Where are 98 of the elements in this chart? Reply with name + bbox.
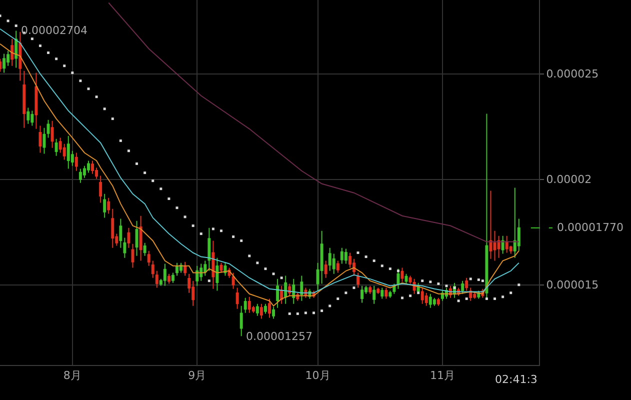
candlestick (404, 273, 408, 284)
candlestick (66, 135, 70, 170)
candlestick (143, 242, 146, 256)
candlestick (244, 297, 247, 314)
candlestick (236, 287, 239, 310)
x-tick-label: 9月 (188, 369, 206, 382)
candlestick (260, 303, 263, 320)
candlestick (111, 208, 114, 248)
candlestick (424, 292, 428, 306)
candlestick (461, 280, 464, 294)
candlestick (216, 257, 219, 292)
candlestick (432, 297, 436, 306)
candlestick (42, 127, 46, 154)
x-tick-label: 8月 (63, 369, 82, 382)
candlestick (127, 227, 130, 248)
candlestick (34, 72, 38, 130)
candlestick (103, 193, 106, 218)
candlestick (497, 235, 500, 258)
candlestick (469, 287, 472, 302)
candlestick (240, 305, 243, 337)
candlestick (220, 262, 223, 274)
candlestick (2, 53, 6, 74)
candlestick (50, 120, 54, 148)
candlestick (428, 293, 432, 308)
candlestick (131, 243, 134, 268)
annotation: 0.00002704 (21, 24, 88, 37)
candlestick (232, 272, 235, 290)
candlestick (340, 247, 344, 264)
candlestick (171, 272, 174, 284)
candlestick (264, 303, 267, 314)
candlestick (176, 262, 178, 276)
candlestick (99, 175, 102, 204)
candlestick (163, 263, 166, 286)
candlestick (328, 247, 332, 272)
candlestick (155, 270, 158, 288)
candlestick (372, 285, 376, 304)
candlestick (280, 285, 284, 304)
candlestick (505, 235, 508, 254)
candlestick (376, 287, 380, 294)
candlestick (196, 265, 199, 286)
candlestick (46, 119, 50, 138)
candlestick (388, 290, 392, 298)
y-tick-label: 0.00002 (546, 173, 592, 186)
candlestick (384, 287, 388, 300)
candlestick (436, 297, 440, 306)
candlestick (74, 152, 78, 172)
candlestick (107, 197, 110, 214)
candlestick (501, 235, 504, 254)
candlestick (276, 278, 280, 308)
candlestick (360, 285, 364, 304)
candlestick (336, 260, 340, 274)
candlestick (184, 261, 187, 276)
candlestick (272, 306, 276, 320)
candlestick (22, 70, 26, 128)
candlestick (38, 125, 42, 154)
candlestick (248, 296, 251, 314)
candlestick (256, 303, 259, 316)
candlestick (513, 187, 516, 258)
candlestick (212, 240, 215, 290)
candlestick (344, 248, 348, 264)
candlestick (139, 215, 142, 262)
candlestick (489, 190, 492, 260)
candlestick (123, 237, 126, 258)
x-tick-label: 11月 (430, 369, 455, 382)
candlestick (151, 260, 154, 278)
y-tick-label: 0.000015 (546, 278, 599, 292)
candlestick (324, 260, 328, 278)
candlestick (268, 298, 271, 318)
candlestick (10, 38, 14, 66)
candlestick (30, 110, 34, 126)
candlestick (300, 275, 304, 302)
candlestick (18, 31, 22, 82)
line-series (108, 2, 520, 242)
y-tick-label: 0.000025 (546, 68, 599, 81)
text: 02:41:3 (495, 373, 538, 386)
candlestick (54, 138, 58, 156)
candlestick (380, 287, 384, 300)
candlestick (368, 285, 372, 294)
candlestick (396, 268, 400, 290)
candlestick (284, 275, 288, 304)
candlestick (400, 267, 404, 282)
annotation: 0.00001257 (246, 330, 312, 343)
candlestick (26, 107, 30, 124)
x-tick-label: 10月 (305, 369, 330, 382)
candlestick (14, 30, 18, 68)
candlestick (356, 272, 360, 288)
candlestick (135, 220, 138, 256)
candlestick (288, 283, 292, 296)
candlestick (119, 218, 122, 248)
candlestick (78, 168, 82, 184)
candlestick (473, 292, 476, 300)
candlestick (167, 273, 170, 284)
candlestick (485, 113, 488, 298)
candlestick (420, 287, 424, 304)
candlestick (208, 227, 211, 272)
ref-line-label: 0.00001770 (557, 221, 624, 234)
candlestick (465, 277, 468, 292)
candlestick (147, 250, 150, 266)
